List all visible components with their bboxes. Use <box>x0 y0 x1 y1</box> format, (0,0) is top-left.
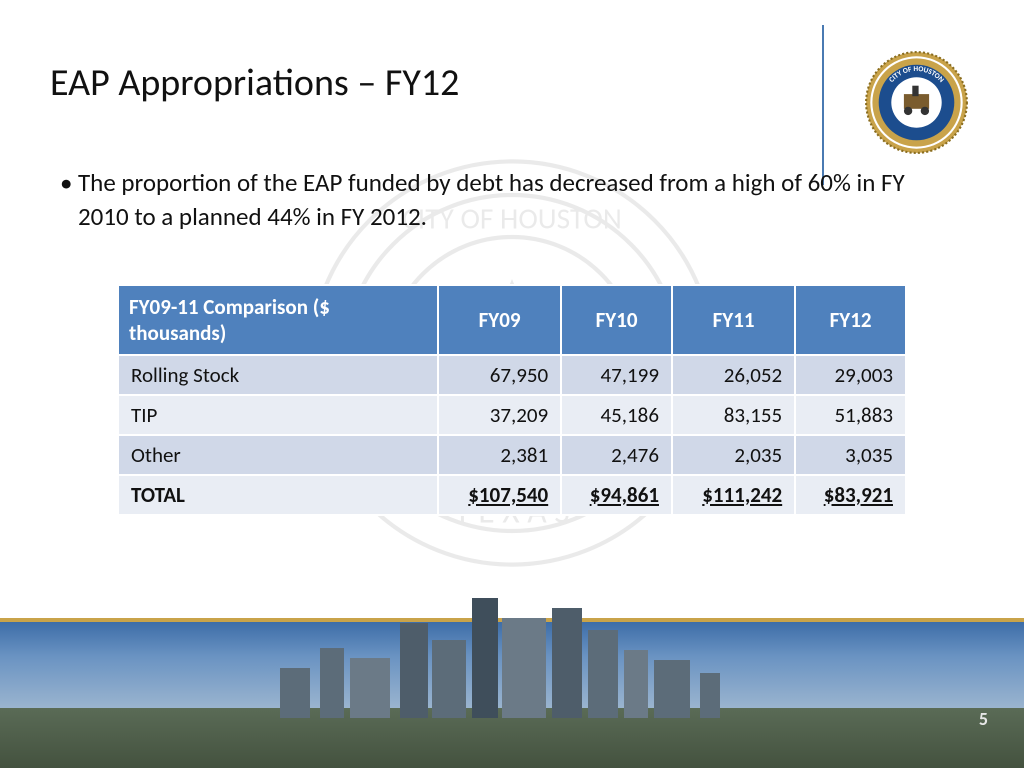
table-total-row: TOTAL $107,540 $94,861 $111,242 $83,921 <box>118 475 906 515</box>
appropriations-table: FY09-11 Comparison ($ thousands) FY09 FY… <box>117 284 907 516</box>
col-header: FY11 <box>672 285 795 355</box>
table-header-row: FY09-11 Comparison ($ thousands) FY09 FY… <box>118 285 906 355</box>
table-row: Rolling Stock 67,950 47,199 26,052 29,00… <box>118 355 906 395</box>
page-title: EAP Appropriations – FY12 <box>50 60 974 106</box>
page-number: 5 <box>979 708 988 730</box>
table-row: Other 2,381 2,476 2,035 3,035 <box>118 435 906 475</box>
col-header: FY12 <box>795 285 906 355</box>
table-row: TIP 37,209 45,186 83,155 51,883 <box>118 395 906 435</box>
bullet-text: •The proportion of the EAP funded by deb… <box>0 106 1024 234</box>
col-header: FY09-11 Comparison ($ thousands) <box>118 285 438 355</box>
footer-skyline <box>0 618 1024 768</box>
col-header: FY09 <box>438 285 561 355</box>
col-header: FY10 <box>561 285 672 355</box>
